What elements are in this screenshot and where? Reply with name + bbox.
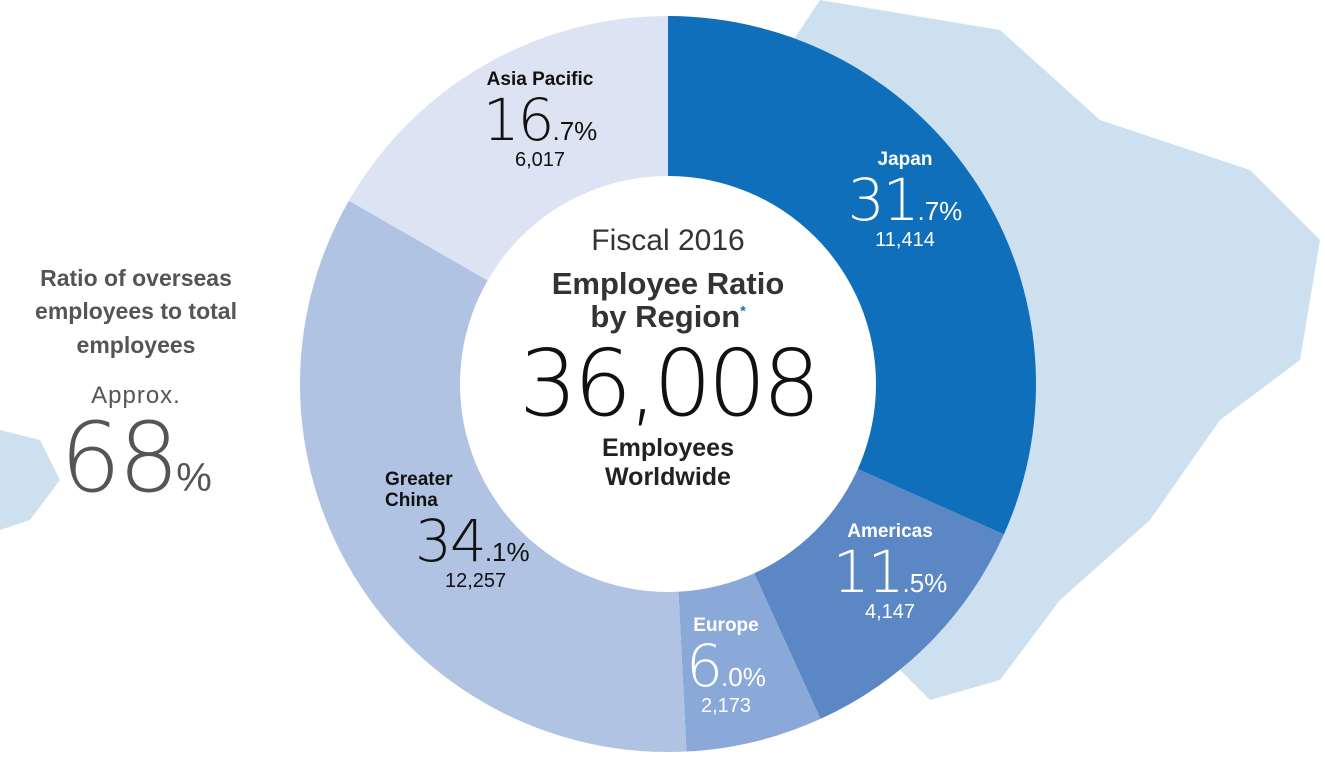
employee-label: 4,147 [864,600,916,623]
donut-segment [668,16,1037,535]
side-note: Ratio of overseas employees to total emp… [1,262,271,506]
title: Employee Ratio by Region [551,266,785,334]
category-label: Greater China [385,469,453,511]
center-text: Fiscal 2016 Employee Ratio by Region* 36… [518,224,821,492]
side-value: 68% [60,402,212,515]
employee-label: 12,257 [445,569,507,592]
segment-label: Japan 31.7% 11,414 [825,149,985,251]
category-label: Europe [693,615,759,636]
value-label: 16.7% [482,85,598,154]
side-label: Ratio of overseas employees to total emp… [35,265,237,358]
category-label: Japan [877,149,933,170]
donut-segment [348,16,668,285]
donut-segment [299,200,687,753]
employee-label: 2,173 [700,694,752,717]
donut-segment [678,566,821,752]
employee-label: 6,017 [514,148,566,171]
total: 36,008 [519,330,821,438]
segment-label: Asia Pacific 16.7% 6,017 [460,69,620,171]
segment-label: Americas 11.5% 4,147 [810,521,970,623]
segment-label: Europe 6.0% 2,173 [646,615,806,717]
category-label: Asia Pacific [486,69,594,90]
value-label: 6.0% [686,631,766,700]
title-wrap: Employee Ratio by Region* [543,266,793,334]
value-label: 31.7% [847,165,963,234]
segment-label: Greater China 34.1% 12,257 [385,469,530,592]
value-label: 11.5% [832,537,948,606]
side-prefix: Approx. [91,382,181,410]
category-label: Americas [847,521,933,542]
employee-label: 11,414 [875,228,935,251]
total-label: Employees Worldwide [601,434,734,492]
value-label: 34.1% [415,506,530,575]
donut-hole [460,176,876,592]
title-note: * [740,302,746,319]
subtitle: Fiscal 2016 [591,224,745,257]
